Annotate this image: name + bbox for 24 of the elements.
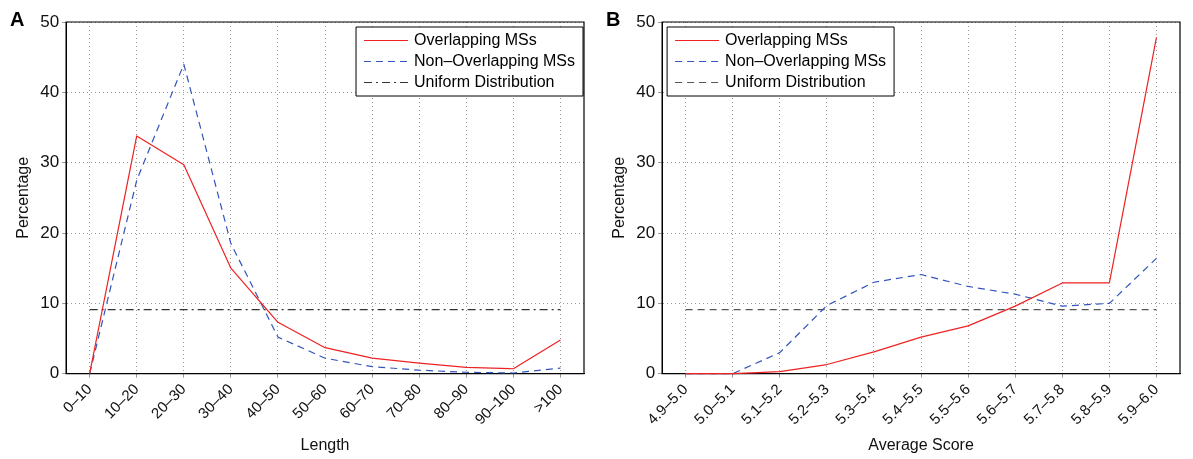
y-tick-label: 20 — [40, 222, 60, 242]
y-axis-title: Percentage — [14, 156, 32, 239]
text: B — [606, 7, 621, 30]
y-tick-label: 10 — [40, 293, 60, 313]
y-axis-title: Percentage — [610, 156, 628, 239]
y-tick-label: 0 — [49, 363, 60, 383]
x-axis-title: Average Score — [868, 435, 974, 453]
legend-label: Overlapping MSs — [414, 30, 537, 48]
legend-label: Non–Overlapping MSs — [725, 51, 887, 69]
legend-label: Uniform Distribution — [725, 72, 866, 90]
legend-label: Non–Overlapping MSs — [414, 51, 575, 69]
y-tick-label: 0 — [645, 363, 656, 383]
legend-label: Uniform Distribution — [414, 72, 555, 90]
y-tick-label: 40 — [40, 82, 60, 102]
y-tick-label: 50 — [636, 11, 656, 31]
y-tick-label: 20 — [636, 222, 656, 242]
y-tick-label: 40 — [636, 82, 656, 102]
y-tick-label: 30 — [40, 152, 60, 172]
y-tick-label: 10 — [636, 293, 656, 313]
legend-label: Overlapping MSs — [725, 30, 848, 48]
y-tick-label: 30 — [636, 152, 656, 172]
x-axis-title: Length — [300, 435, 350, 453]
text: A — [10, 7, 25, 30]
y-tick-label: 50 — [40, 11, 60, 31]
